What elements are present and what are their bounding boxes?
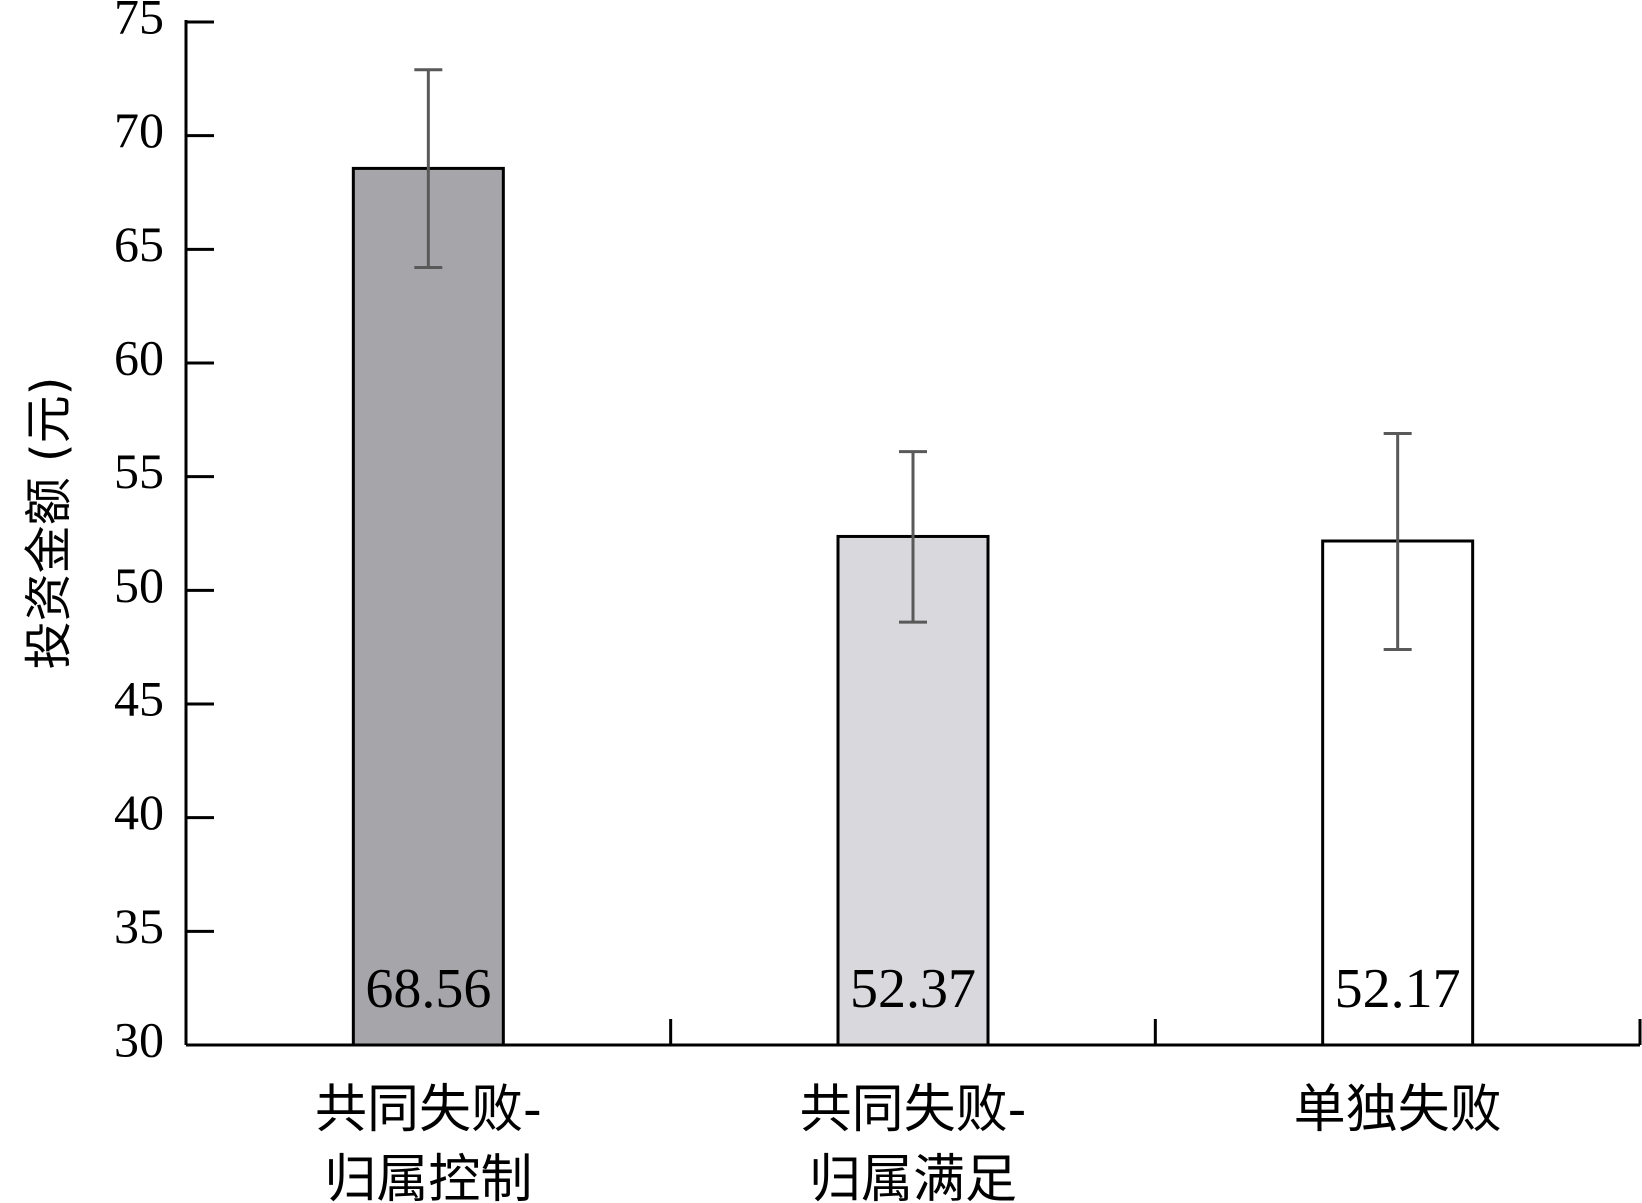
y-axis: 30 35 40 45 50 55 60 65 70 75 — [114, 0, 214, 1067]
y-tick-label: 70 — [114, 102, 164, 158]
y-tick-label: 30 — [114, 1011, 164, 1067]
bars — [351, 166, 1475, 1047]
category-label-line1: 共同失败- — [315, 1080, 542, 1140]
y-tick-label: 50 — [114, 557, 164, 613]
category-label-line2: 归属控制 — [324, 1150, 532, 1203]
y-tick-label: 75 — [114, 0, 164, 44]
error-bars — [414, 68, 1412, 651]
category-labels: 共同失败- 归属控制 共同失败- 归属满足 单独失败 — [315, 1080, 1502, 1203]
y-tick-label: 40 — [114, 784, 164, 840]
category-label-line2: 归属满足 — [809, 1150, 1017, 1203]
bar — [351, 166, 505, 1047]
bar-value-label: 52.17 — [1335, 958, 1461, 1020]
y-tick-label: 65 — [114, 216, 164, 272]
y-axis-title: 投资金额 (元) — [21, 377, 77, 670]
y-tick-label: 35 — [114, 898, 164, 954]
bar-value-label: 52.37 — [850, 958, 976, 1020]
y-tick-label: 60 — [114, 329, 164, 385]
data-labels: 68.56 52.37 52.17 — [365, 958, 1460, 1020]
y-tick-label: 55 — [114, 443, 164, 499]
category-label-line1: 共同失败- — [800, 1080, 1027, 1140]
y-tick-label: 45 — [114, 670, 164, 726]
category-label-line1: 单独失败 — [1294, 1080, 1502, 1140]
bar-value-label: 68.56 — [365, 958, 491, 1020]
